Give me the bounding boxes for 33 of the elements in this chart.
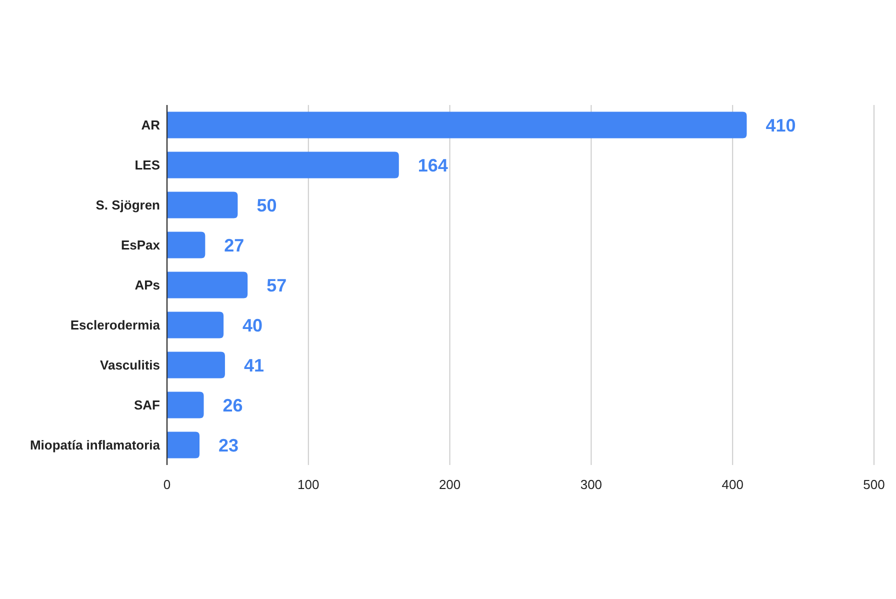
y-tick-label: AR: [141, 118, 161, 133]
bar: [167, 192, 238, 218]
y-tick-label: Miopatía inflamatoria: [30, 438, 161, 453]
data-label: 410: [766, 115, 796, 136]
data-label: 57: [266, 275, 287, 296]
data-label: 164: [418, 155, 448, 176]
y-tick-label: EsPax: [120, 238, 161, 253]
y-tick-label: S. Sjögren: [96, 198, 160, 213]
data-label: 26: [222, 395, 243, 416]
x-tick-label: 300: [580, 477, 602, 492]
bar: [167, 272, 248, 298]
bar: [167, 152, 399, 178]
y-tick-label: Vasculitis: [100, 358, 160, 373]
data-label: 23: [218, 435, 239, 456]
bar: [167, 112, 747, 138]
bar: [167, 392, 204, 418]
x-tick-label: 400: [722, 477, 744, 492]
data-label: 50: [256, 195, 277, 216]
x-tick-label: 0: [163, 477, 171, 492]
bar: [167, 432, 200, 458]
bar: [167, 312, 224, 338]
y-tick-label: Esclerodermia: [70, 318, 161, 333]
y-tick-label: APs: [134, 278, 160, 293]
data-label: 41: [244, 355, 264, 376]
x-tick-label: 100: [298, 477, 320, 492]
bar: [167, 232, 206, 258]
data-label: 27: [224, 235, 244, 256]
bar: [167, 352, 225, 378]
data-label: 40: [242, 315, 263, 336]
y-tick-label: LES: [134, 158, 160, 173]
x-tick-label: 200: [438, 477, 461, 492]
x-tick-label: 500: [863, 477, 885, 492]
y-tick-label: SAF: [134, 398, 160, 413]
